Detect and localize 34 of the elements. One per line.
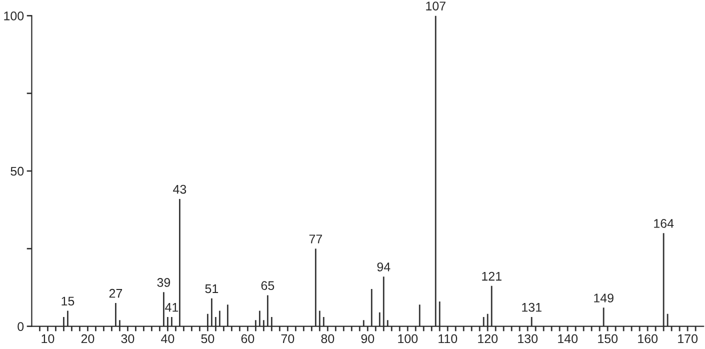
x-tick-label: 160 — [638, 334, 658, 344]
x-tick-label: 50 — [201, 334, 214, 344]
annotation: 121 — [482, 272, 502, 281]
x-tick-label: 70 — [281, 334, 294, 344]
x-tick-label: 110 — [438, 334, 458, 344]
annotation: 39 — [157, 278, 170, 287]
annotation: 65 — [261, 281, 274, 290]
annotation: 51 — [205, 284, 218, 294]
x-tick-label: 150 — [598, 334, 618, 344]
x-tick-label: 100 — [398, 334, 418, 344]
x-tick-label: 140 — [558, 334, 578, 344]
x-tick-label: 130 — [518, 334, 538, 344]
annotation: 164 — [654, 219, 674, 228]
x-tick-label: 60 — [241, 334, 254, 344]
y-tick-label: 50 — [10, 166, 24, 176]
annotation: 43 — [173, 184, 186, 194]
annotation: 77 — [309, 234, 322, 244]
x-tick-label: 40 — [161, 334, 174, 344]
x-tick-label: 10 — [42, 334, 54, 344]
annotation: 94 — [377, 262, 390, 272]
annotation: 27 — [109, 288, 122, 298]
annotation: 149 — [594, 294, 614, 302]
annotation: 107 — [426, 2, 446, 10]
annotation: 15 — [62, 296, 74, 306]
x-tick-label: 120 — [478, 334, 498, 344]
y-tick-label: 100 — [4, 12, 24, 20]
x-tick-label: 170 — [678, 334, 698, 344]
y-tick-label: 0 — [18, 322, 24, 331]
x-tick-label: 30 — [121, 334, 134, 344]
annotation: 131 — [522, 302, 542, 312]
x-tick-label: 20 — [81, 334, 94, 344]
x-tick-label: 90 — [361, 334, 374, 344]
x-tick-label: 80 — [321, 334, 334, 344]
annotation: 41 — [165, 303, 178, 312]
